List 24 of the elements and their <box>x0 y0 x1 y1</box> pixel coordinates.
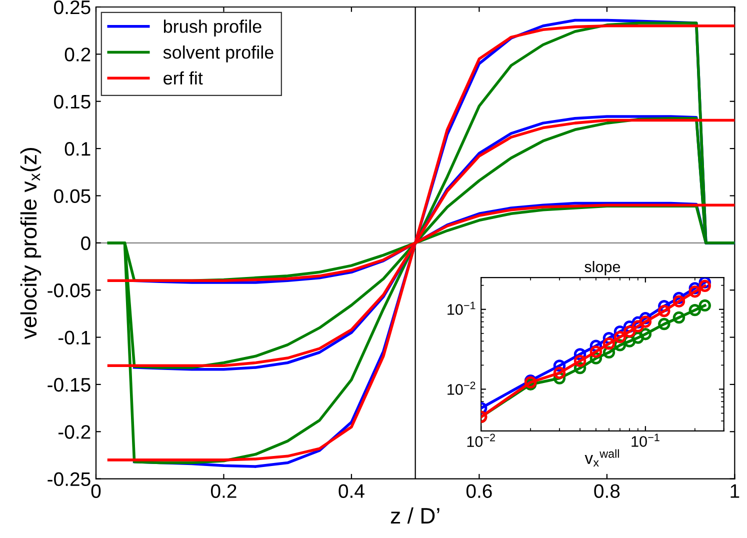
y-tick-label: -0.2 <box>58 425 90 439</box>
chart-title: slope <box>584 260 620 276</box>
x-tick-label: 0.8 <box>594 484 620 498</box>
legend-label: solvent profile <box>163 45 274 62</box>
x-tick-label: 0.2 <box>210 484 236 498</box>
x-tick-label: 0 <box>91 484 101 498</box>
x-tick-label: 1 <box>730 484 740 498</box>
x-axis-title: v$_{x}$$^{wall}$ <box>584 449 619 467</box>
x-axis-title: z / D’ <box>390 507 440 524</box>
x-tick-label: 0.4 <box>338 484 364 498</box>
y-tick-label: -0.15 <box>48 378 90 392</box>
y-tick-label: -0.25 <box>48 472 90 486</box>
x-tick-label: 0.6 <box>466 484 492 498</box>
y-tick-label: 0 <box>81 236 90 250</box>
y-tick-label: 0.1 <box>64 142 90 156</box>
y-tick-label: 0.2 <box>64 48 90 62</box>
y-tick-label: 0.05 <box>54 189 90 203</box>
y-tick-label: 0.15 <box>54 94 90 109</box>
legend-label: brush profile <box>164 20 262 36</box>
y-tick-label: 0.25 <box>54 0 90 14</box>
legend-label: erf fit <box>164 71 203 85</box>
y-axis-title: velocity profile v$_{x}$(z) <box>20 148 42 340</box>
y-tick-label: -0.1 <box>58 330 90 345</box>
y-tick-label: -0.05 <box>48 284 90 298</box>
